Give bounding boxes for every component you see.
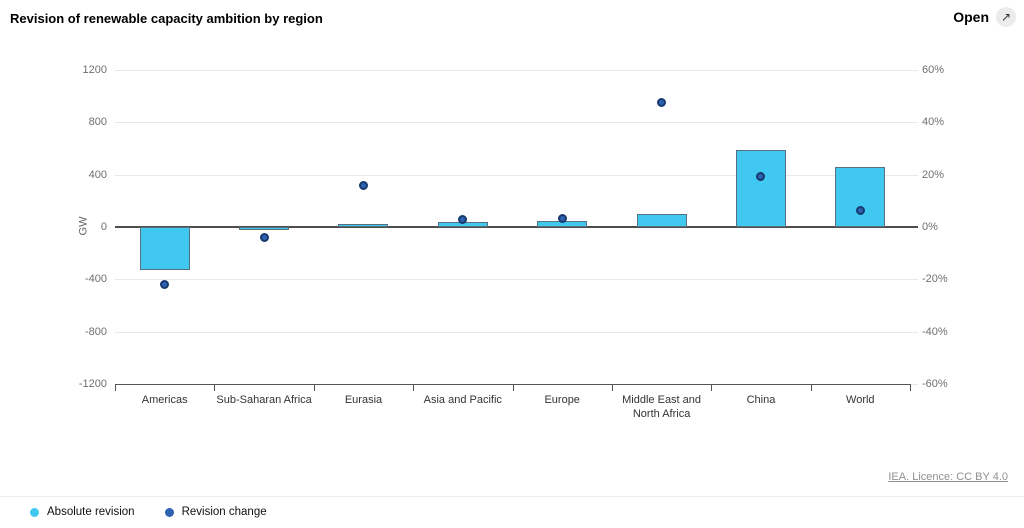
right-axis-tick-label: 20%: [922, 168, 945, 181]
expand-arrow-icon: ↗: [996, 7, 1016, 27]
x-axis-label: Middle East and North Africa: [622, 394, 702, 421]
zero-line: [115, 226, 918, 228]
right-axis-tick-label: -60%: [922, 378, 948, 390]
x-axis-label: Asia and Pacific: [423, 394, 502, 406]
bar-eurasia[interactable]: [338, 223, 389, 227]
x-axis-tick: [214, 384, 216, 391]
legend: Absolute revision Revision change: [30, 506, 267, 518]
point-americas[interactable]: [160, 280, 170, 290]
x-axis-tick: [313, 384, 315, 391]
left-axis-tick-label: 1200: [82, 64, 107, 76]
right-axis-tick-label: -20%: [922, 273, 948, 286]
bar-sub-saharan-africa[interactable]: [239, 227, 290, 230]
x-axis-label: Eurasia: [344, 394, 383, 406]
legend-item-1[interactable]: Revision change: [164, 506, 267, 518]
gridline: [115, 331, 918, 333]
point-europe[interactable]: [557, 213, 567, 223]
chart-plot-area: GW -1200 -60% -800 -40% -400 -20% 0 0% 400 20% 800…: [77, 64, 948, 421]
chart-title: Revision of renewable capacity ambition …: [10, 11, 323, 26]
point-world[interactable]: [855, 205, 865, 215]
left-axis-tick-label: -800: [84, 325, 107, 338]
gridline: [115, 122, 918, 124]
x-axis-tick: [512, 384, 514, 391]
point-asia-and-pacific[interactable]: [458, 214, 468, 224]
x-axis-tick: [413, 384, 415, 391]
point-eurasia[interactable]: [358, 180, 368, 190]
footer-divider: [0, 496, 1024, 497]
legend-item-0[interactable]: Absolute revision: [30, 506, 135, 518]
open-button-label: Open: [953, 9, 989, 25]
left-axis-tick-label: 400: [88, 168, 107, 181]
x-axis-tick: [611, 384, 613, 391]
legend-marker-icon: [30, 507, 39, 517]
x-axis-tick: [910, 384, 911, 391]
x-axis-label: Americas: [141, 394, 188, 406]
left-axis-tick-label: 800: [88, 116, 107, 129]
right-axis-tick-label: -40%: [922, 325, 948, 338]
gridline: [115, 70, 918, 71]
legend-label: Revision change: [181, 506, 267, 518]
bar-americas[interactable]: [139, 227, 190, 271]
left-axis-tick-label: -400: [84, 273, 107, 286]
x-axis-tick: [810, 384, 812, 391]
right-axis-tick-label: 60%: [922, 64, 945, 76]
x-axis-label: Sub-Saharan Africa: [216, 394, 312, 406]
right-axis-tick-label: 0%: [922, 221, 938, 233]
bar-middle-east-and-north-africa[interactable]: [636, 213, 687, 227]
legend-label: Absolute revision: [47, 506, 135, 518]
licence-link[interactable]: IEA. Licence: CC BY 4.0: [888, 471, 1008, 483]
right-axis-tick-label: 40%: [922, 116, 945, 129]
x-axis-label: Europe: [544, 394, 580, 406]
x-axis-label: World: [846, 394, 875, 406]
legend-marker-icon: [164, 507, 174, 517]
left-axis-tick-label: 0: [100, 221, 107, 233]
x-axis-tick: [711, 384, 713, 391]
gridline: [115, 174, 918, 176]
bar-china[interactable]: [735, 149, 786, 227]
x-axis-label: China: [746, 394, 776, 406]
open-button[interactable]: Open ↗: [953, 7, 1016, 27]
point-middle-east-and-north-africa[interactable]: [657, 98, 667, 108]
point-china[interactable]: [756, 171, 766, 181]
bar-world[interactable]: [835, 166, 886, 227]
point-sub-saharan-africa[interactable]: [259, 233, 269, 242]
gridline: [115, 279, 918, 281]
left-axis-tick-label: -1200: [78, 378, 107, 390]
x-axis-tick: [115, 384, 116, 391]
